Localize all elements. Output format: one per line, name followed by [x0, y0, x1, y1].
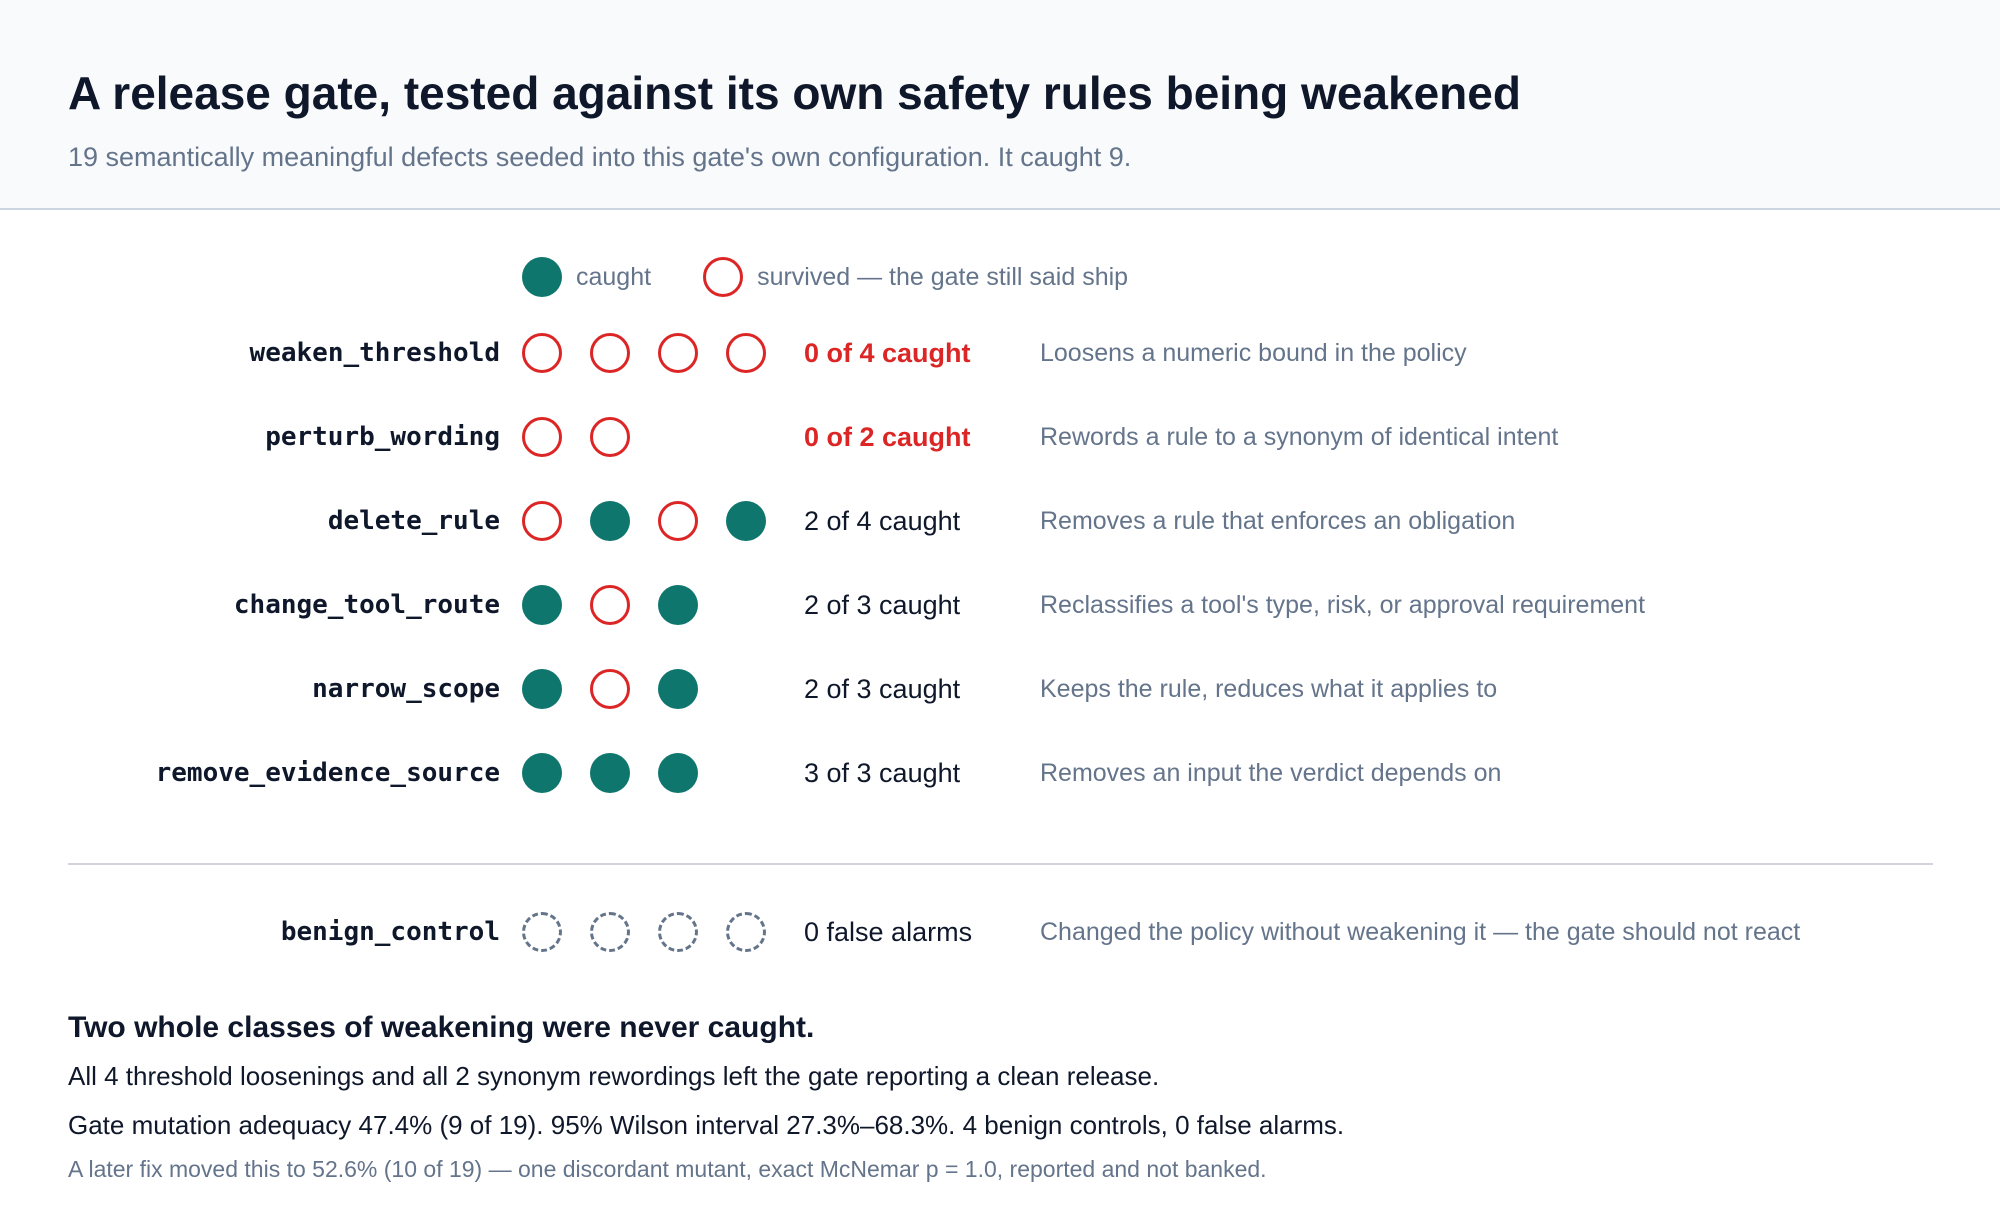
mutation-row: perturb_wording 0 of 2 caught Rewords a ru… [0, 415, 2000, 459]
row-name: weaken_threshold [249, 338, 500, 368]
survived-marker-icon [590, 333, 630, 373]
row-markers [522, 415, 658, 459]
mutation-row: delete_rule 2 of 4 caught Removes a rule t… [0, 499, 2000, 543]
row-description: Removes a rule that enforces an obligati… [1040, 507, 1516, 535]
row-count: 0 false alarms [804, 917, 973, 947]
finding-line-1: All 4 threshold loosenings and all 2 syn… [68, 1061, 1160, 1091]
row-count: 2 of 3 caught [804, 590, 961, 620]
legend-caught-label: caught [576, 262, 652, 291]
survived-marker-icon [658, 501, 698, 541]
row-name: benign_control [280, 917, 500, 947]
page-title: A release gate, tested against its own s… [68, 67, 1521, 119]
caught-marker-icon [522, 753, 562, 793]
caught-marker-icon [590, 501, 630, 541]
row-markers [522, 499, 794, 543]
row-markers [522, 751, 726, 795]
page-subtitle: 19 semantically meaningful defects seede… [68, 142, 1132, 172]
row-name: remove_evidence_source [155, 758, 500, 788]
row-count: 2 of 3 caught [804, 674, 961, 704]
mutation-row: narrow_scope 2 of 3 caught Keeps the rule,… [0, 667, 2000, 711]
control-marker-icon [590, 912, 630, 952]
survived-marker-icon [590, 585, 630, 625]
survived-marker-icon [522, 501, 562, 541]
row-description: Keeps the rule, reduces what it applies … [1040, 675, 1498, 703]
finding-heading: Two whole classes of weakening were neve… [68, 1011, 815, 1044]
legend: caught survived — the gate still said sh… [522, 257, 1180, 297]
row-markers [522, 667, 726, 711]
mutation-row: weaken_threshold 0 of 4 caught Loosens a n… [0, 331, 2000, 375]
control-marker-icon [522, 912, 562, 952]
caught-marker-icon [658, 669, 698, 709]
legend-caught: caught [522, 257, 651, 297]
row-count: 2 of 4 caught [804, 506, 961, 536]
row-name: change_tool_route [233, 590, 500, 620]
legend-survived: survived — the gate still said ship [703, 257, 1128, 297]
row-markers [522, 910, 794, 954]
row-description: Reclassifies a tool's type, risk, or app… [1040, 591, 1646, 619]
finding-note: A later fix moved this to 52.6% (10 of 1… [68, 1156, 1267, 1182]
caught-marker-icon [522, 257, 562, 297]
row-count: 0 of 2 caught [804, 422, 971, 452]
survived-marker-icon [726, 333, 766, 373]
divider [68, 863, 1933, 865]
row-count: 0 of 4 caught [804, 338, 971, 368]
row-description: Changed the policy without weakening it … [1040, 918, 1801, 946]
row-name: delete_rule [327, 506, 500, 536]
row-markers [522, 583, 726, 627]
survived-marker-icon [522, 417, 562, 457]
caught-marker-icon [590, 753, 630, 793]
survived-marker-icon [703, 257, 744, 297]
row-count: 3 of 3 caught [804, 758, 961, 788]
control-marker-icon [726, 912, 766, 952]
row-description: Rewords a rule to a synonym of identical… [1040, 423, 1559, 451]
caught-marker-icon [522, 585, 562, 625]
caught-marker-icon [726, 501, 766, 541]
mutation-row: remove_evidence_source 3 of 3 caught Remov… [0, 751, 2000, 795]
row-name: perturb_wording [265, 422, 500, 452]
caught-marker-icon [522, 669, 562, 709]
survived-marker-icon [590, 417, 630, 457]
caught-marker-icon [658, 585, 698, 625]
legend-survived-label: survived — the gate still said ship [757, 262, 1129, 291]
row-description: Loosens a numeric bound in the policy [1040, 339, 1467, 367]
row-name: narrow_scope [312, 674, 500, 704]
control-marker-icon [658, 912, 698, 952]
survived-marker-icon [590, 669, 630, 709]
row-description: Removes an input the verdict depends on [1040, 759, 1502, 787]
survived-marker-icon [522, 333, 562, 373]
mutation-row: change_tool_route 2 of 3 caught Reclassifi… [0, 583, 2000, 627]
caught-marker-icon [658, 753, 698, 793]
finding-line-2: Gate mutation adequacy 47.4% (9 of 19). … [68, 1110, 1345, 1140]
survived-marker-icon [658, 333, 698, 373]
control-row: benign_control 0 false alarms Changed th… [0, 910, 2000, 954]
row-markers [522, 331, 794, 375]
header: A release gate, tested against its own s… [0, 0, 2000, 210]
